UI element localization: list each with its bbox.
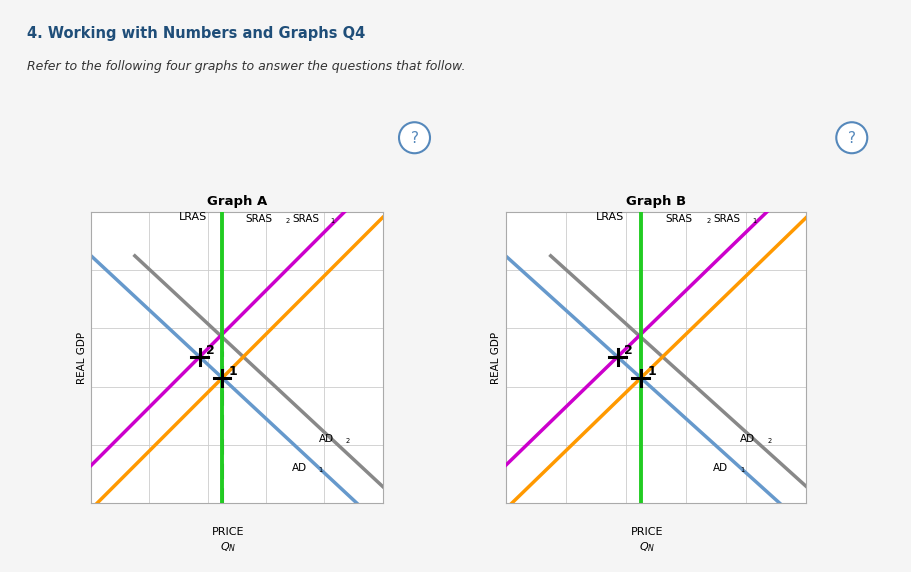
Text: 2: 2 (206, 344, 215, 357)
Text: $_2$: $_2$ (767, 436, 773, 446)
Text: PRICE: PRICE (212, 527, 244, 537)
Y-axis label: REAL GDP: REAL GDP (77, 331, 87, 384)
Text: $_1$: $_1$ (752, 216, 758, 225)
Text: $_1$: $_1$ (740, 465, 746, 475)
Title: Graph B: Graph B (626, 194, 686, 208)
Text: SRAS: SRAS (292, 214, 320, 224)
Text: 1: 1 (229, 365, 238, 378)
Text: AD: AD (292, 463, 307, 473)
Text: SRAS: SRAS (713, 214, 740, 224)
Text: $_2$: $_2$ (285, 216, 291, 225)
Y-axis label: REAL GDP: REAL GDP (491, 331, 501, 384)
Text: $Q_N$: $Q_N$ (639, 541, 655, 554)
Text: $Q_N$: $Q_N$ (220, 541, 236, 554)
Text: ?: ? (848, 131, 855, 146)
Text: Refer to the following four graphs to answer the questions that follow.: Refer to the following four graphs to an… (27, 60, 466, 73)
Text: AD: AD (713, 463, 728, 473)
Text: SRAS: SRAS (665, 214, 692, 224)
Text: 2: 2 (624, 344, 633, 357)
Text: PRICE: PRICE (630, 527, 663, 537)
Text: 4. Working with Numbers and Graphs Q4: 4. Working with Numbers and Graphs Q4 (27, 26, 365, 41)
Text: 1: 1 (648, 365, 656, 378)
Text: $_1$: $_1$ (319, 465, 324, 475)
Text: AD: AD (740, 434, 755, 444)
Text: ?: ? (411, 131, 418, 146)
Text: $_1$: $_1$ (330, 216, 336, 225)
Circle shape (836, 122, 867, 153)
Text: $_2$: $_2$ (344, 436, 351, 446)
Text: SRAS: SRAS (246, 214, 272, 224)
Text: $_2$: $_2$ (705, 216, 711, 225)
Text: AD: AD (319, 434, 333, 444)
Title: Graph A: Graph A (207, 194, 267, 208)
Text: LRAS: LRAS (179, 212, 207, 223)
Circle shape (399, 122, 430, 153)
Text: LRAS: LRAS (596, 212, 624, 223)
